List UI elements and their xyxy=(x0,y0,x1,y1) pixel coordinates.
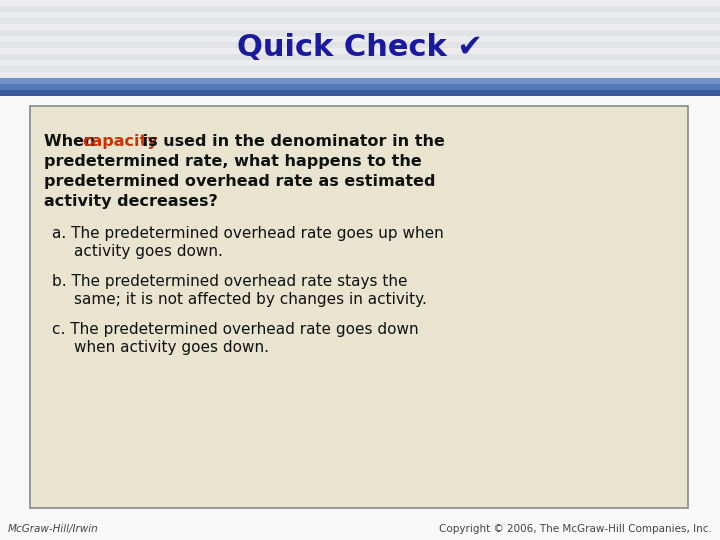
Bar xyxy=(0,72,720,78)
Bar xyxy=(0,96,720,540)
Text: c. The predetermined overhead rate goes down: c. The predetermined overhead rate goes … xyxy=(52,322,418,337)
Bar xyxy=(0,66,720,72)
Text: Copyright © 2006, The McGraw-Hill Companies, Inc.: Copyright © 2006, The McGraw-Hill Compan… xyxy=(439,524,712,534)
Text: a. The predetermined overhead rate goes up when: a. The predetermined overhead rate goes … xyxy=(52,226,444,241)
Text: b. The predetermined overhead rate stays the: b. The predetermined overhead rate stays… xyxy=(52,274,408,289)
Text: capacity: capacity xyxy=(82,134,158,149)
Bar xyxy=(0,60,720,66)
Bar xyxy=(0,36,720,42)
Text: predetermined rate, what happens to the: predetermined rate, what happens to the xyxy=(44,154,422,169)
Bar xyxy=(0,78,720,84)
Text: Quick Check ✔: Quick Check ✔ xyxy=(237,33,483,63)
Bar xyxy=(0,48,720,54)
Bar xyxy=(0,30,720,36)
FancyBboxPatch shape xyxy=(30,106,688,508)
Bar xyxy=(0,6,720,12)
Text: same; it is not affected by changes in activity.: same; it is not affected by changes in a… xyxy=(74,292,427,307)
Bar xyxy=(0,78,720,84)
Bar xyxy=(0,90,720,96)
Text: McGraw-Hill/Irwin: McGraw-Hill/Irwin xyxy=(8,524,99,534)
Bar xyxy=(0,12,720,18)
Text: is used in the denominator in the: is used in the denominator in the xyxy=(137,134,445,149)
Bar xyxy=(0,0,720,6)
Text: activity decreases?: activity decreases? xyxy=(44,194,217,209)
Text: when activity goes down.: when activity goes down. xyxy=(74,340,269,355)
Bar xyxy=(0,42,720,48)
Bar xyxy=(0,24,720,30)
Bar xyxy=(0,18,720,24)
Text: predetermined overhead rate as estimated: predetermined overhead rate as estimated xyxy=(44,174,436,189)
Text: activity goes down.: activity goes down. xyxy=(74,244,223,259)
Text: When: When xyxy=(44,134,101,149)
Bar xyxy=(0,54,720,60)
Bar xyxy=(0,84,720,90)
